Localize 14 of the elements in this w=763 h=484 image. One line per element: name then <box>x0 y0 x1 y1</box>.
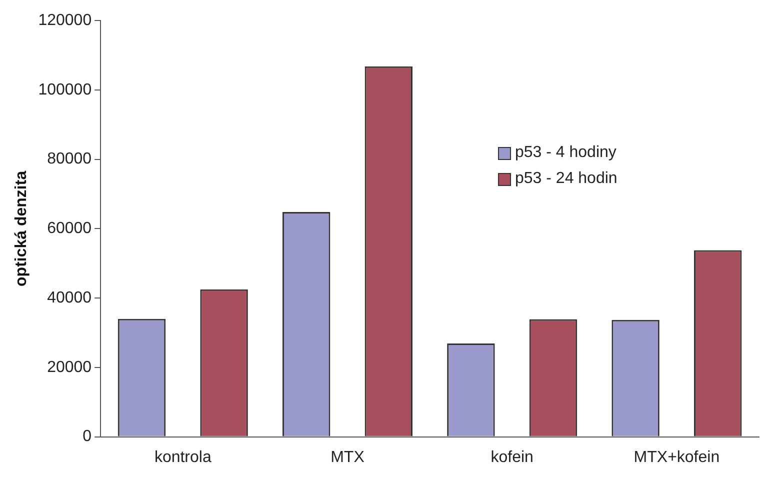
y-tick-label: 80000 <box>47 150 92 168</box>
x-tick-label: kofein <box>490 448 534 466</box>
y-tick-label: 100000 <box>38 81 92 98</box>
x-tick-label: kontrola <box>154 448 212 466</box>
y-tick-label: 20000 <box>47 358 92 376</box>
legend-label: p53 - 4 hodiny <box>515 144 616 162</box>
legend-label: p53 - 24 hodin <box>515 170 618 188</box>
y-tick-label: 60000 <box>47 220 92 238</box>
y-tick-label: 0 <box>82 428 92 446</box>
y-tick-label: 120000 <box>38 12 92 30</box>
y-tick-label: 40000 <box>47 289 92 306</box>
x-tick-label: MTX+kofein <box>634 448 720 466</box>
y-axis-title: optická denzita <box>13 170 30 286</box>
x-tick-label: MTX <box>330 448 365 466</box>
